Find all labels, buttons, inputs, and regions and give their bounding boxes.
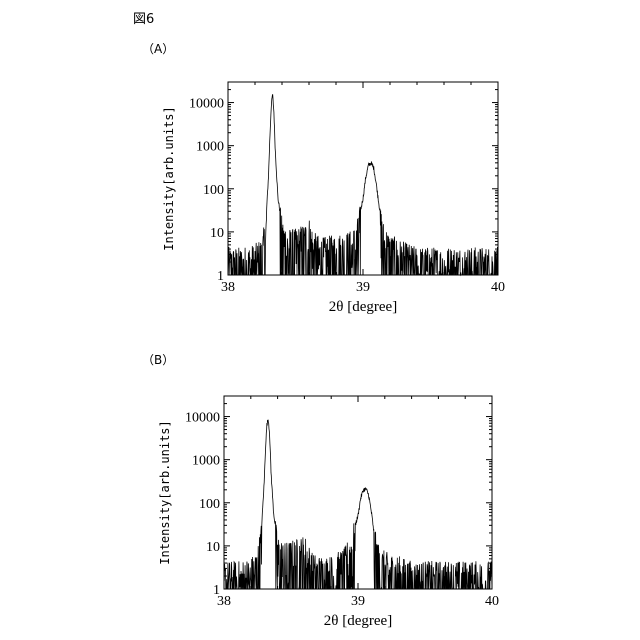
x-tick-label: 38 [221,280,235,295]
plot-frame-1 [224,396,492,589]
y-tick-label: 10000 [189,97,224,112]
y-tick-label: 1000 [196,140,224,155]
y-tick-label: 1000 [192,454,220,469]
y-axis-title: Intensity[arb.units] [162,106,176,251]
x-tick-label: 39 [351,594,365,609]
y-tick-label: 10 [206,540,220,555]
x-tick-label: 39 [356,280,370,295]
x-tick-label: 40 [485,594,499,609]
data-series-line-0 [228,94,498,275]
x-axis-title: 2θ [degree] [329,299,397,315]
x-tick-label: 40 [491,280,505,295]
x-axis-title: 2θ [degree] [324,613,392,629]
y-tick-label: 10000 [185,411,220,426]
y-tick-label: 100 [199,497,220,512]
x-tick-label: 38 [217,594,231,609]
y-axis-title: Intensity[arb.units] [158,420,172,565]
data-series-line-1 [224,420,492,589]
y-tick-label: 10 [210,226,224,241]
y-tick-label: 100 [203,183,224,198]
